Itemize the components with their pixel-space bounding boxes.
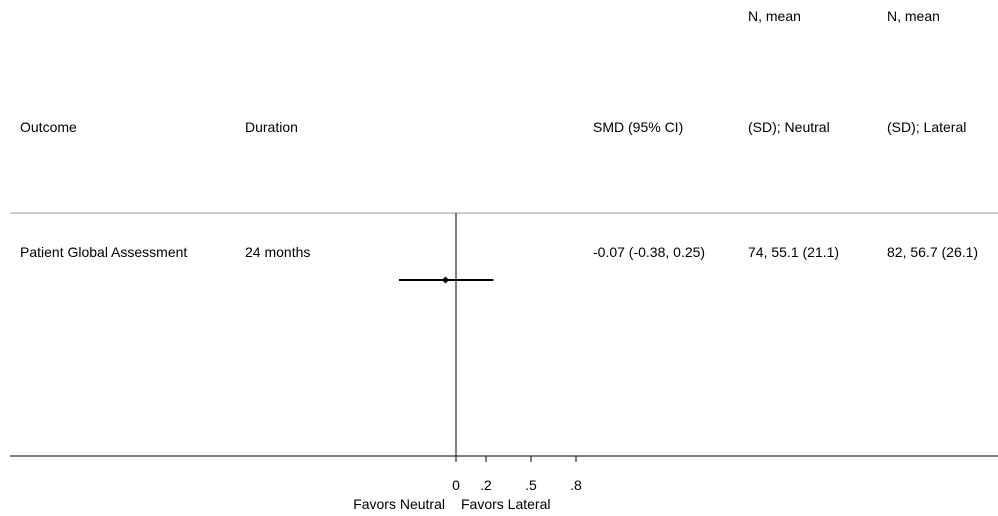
header-lateral-line1: N, mean xyxy=(887,8,940,24)
row-duration: 24 months xyxy=(245,244,311,260)
header-neutral-line1: N, mean xyxy=(748,8,801,24)
favors-lateral-label: Favors Lateral xyxy=(461,496,550,512)
favors-neutral-label: Favors Neutral xyxy=(353,496,445,512)
header-duration: Duration xyxy=(245,119,298,135)
point-estimate xyxy=(441,276,450,284)
header-outcome: Outcome xyxy=(20,119,77,135)
header-neutral-line2: (SD); Neutral xyxy=(748,119,830,135)
x-tick-label: 0 xyxy=(452,477,460,493)
x-tick-label: .8 xyxy=(570,477,582,493)
row-neutral: 74, 55.1 (21.1) xyxy=(748,244,840,260)
row-outcome: Patient Global Assessment xyxy=(20,244,188,260)
x-tick-label: .5 xyxy=(525,477,537,493)
header-smd: SMD (95% CI) xyxy=(593,119,684,135)
row-smd: -0.07 (-0.38, 0.25) xyxy=(593,244,706,260)
row-lateral: 82, 56.7 (26.1) xyxy=(887,244,979,260)
header-lateral-line2: (SD); Lateral xyxy=(887,119,967,135)
x-tick-label: .2 xyxy=(480,477,492,493)
